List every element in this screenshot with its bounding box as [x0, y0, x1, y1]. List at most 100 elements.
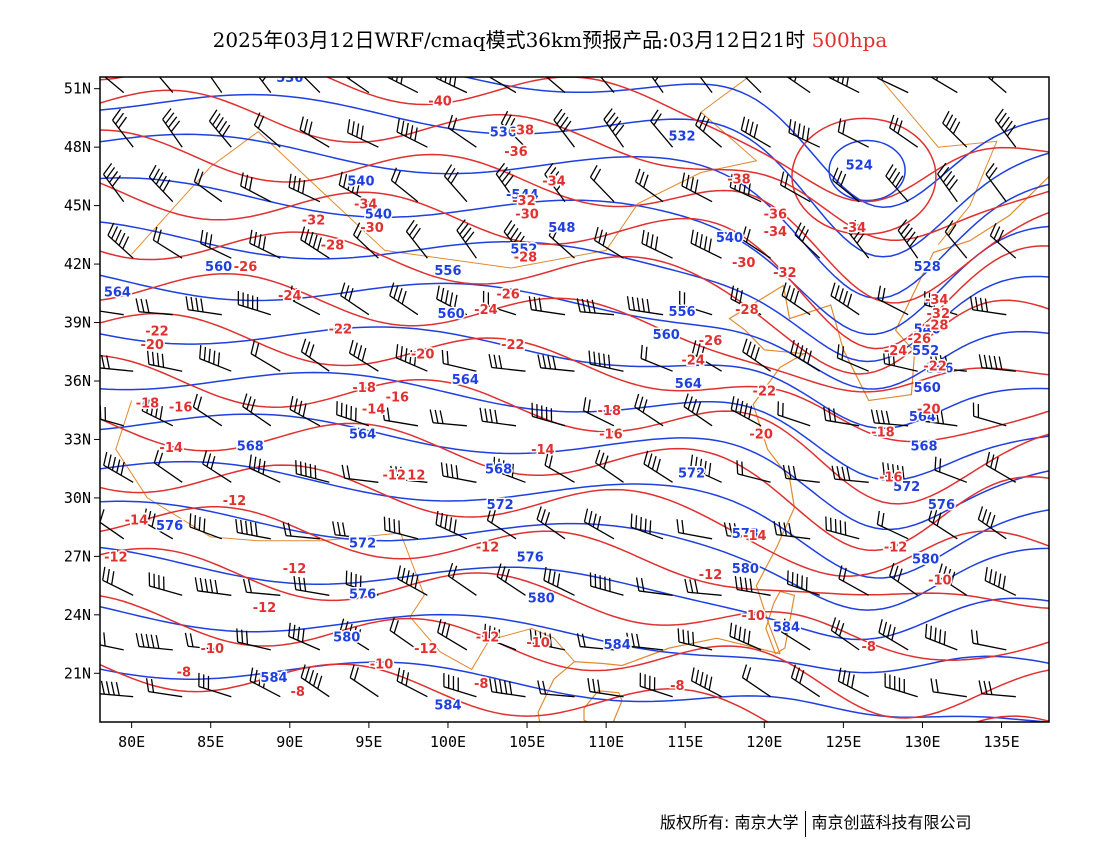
wind-barb: [836, 344, 869, 372]
height-contour-label: 580: [912, 552, 939, 567]
wind-barb: [198, 672, 232, 698]
wind-barb: [576, 298, 615, 316]
lat-label: 48N: [64, 138, 91, 156]
wind-barb: [786, 570, 820, 596]
wind-barb: [396, 118, 428, 148]
temperature-contour-label: -8: [861, 640, 875, 655]
height-contour-label: 556: [926, 361, 953, 376]
temperature-contour-label: -12: [283, 562, 307, 577]
height-contour-label: 556: [668, 305, 695, 320]
wind-barb: [691, 77, 713, 93]
temperature-contour-label: -18: [136, 396, 160, 411]
wind-barb: [395, 344, 428, 372]
wind-barb: [435, 77, 468, 94]
wind-barb: [588, 350, 624, 372]
wind-barb: [642, 77, 664, 93]
wind-barb: [135, 298, 173, 316]
wind-barb: [141, 397, 174, 427]
height-contour-label: 573: [732, 527, 759, 542]
temperature-contour-label: -8: [290, 685, 304, 700]
height-contour-label: 576: [517, 550, 544, 565]
height-contour: [462, 77, 1049, 208]
wind-barb: [937, 162, 958, 203]
temperature-contour-label: 12: [407, 469, 425, 484]
wind-barb: [201, 77, 223, 93]
lon-label: 125E: [825, 733, 861, 751]
wind-barb: [730, 396, 762, 427]
temperature-contour-label: -28: [735, 303, 759, 318]
map-title: 2025年03月12日WRF/cmaq模式36km预报产品:03月12日21时 …: [0, 24, 1100, 53]
temperature-contour-label: -40: [428, 94, 452, 109]
temperature-contour-label: -28: [514, 250, 538, 265]
wind-barb: [112, 108, 134, 148]
height-contour-label: 536: [276, 71, 303, 86]
lon-label: 80E: [118, 733, 145, 751]
coastline-border-layer: [115, 77, 1049, 722]
temperature-contour-label: -24: [278, 289, 302, 304]
wind-barb: [349, 664, 379, 698]
wind-barb: [152, 226, 183, 259]
temperature-contour: [100, 312, 1049, 443]
temperature-contour-label: -12: [382, 469, 406, 484]
wind-barb: [889, 114, 919, 148]
wind-barb: [288, 622, 321, 651]
height-contour-label: 572: [487, 498, 514, 513]
wind-barb: [489, 678, 526, 698]
wind-barb: [691, 340, 722, 372]
wind-barb: [443, 164, 468, 203]
temperature-contour-label: -36: [764, 207, 788, 222]
lat-label: 45N: [64, 197, 91, 215]
wind-barb: [537, 680, 575, 698]
plot-area: 536 536 532 524 540 -544 540 548 552 540 556 560 564…: [100, 71, 1049, 722]
temperature-contour: [100, 506, 1049, 610]
wind-barb: [300, 338, 330, 372]
wind-barb: [837, 118, 869, 148]
temperature-contour-label: -30: [515, 207, 539, 222]
lat-label: 24N: [64, 606, 91, 624]
wind-barb: [740, 116, 771, 148]
wind-barb: [870, 409, 909, 427]
wind-barb: [830, 617, 860, 651]
wind-barb: [447, 562, 477, 596]
wind-barb: [780, 171, 811, 203]
temperature-contour-label: -20: [140, 338, 164, 353]
wind-barb: [924, 623, 958, 651]
temperature-contour-label: -10: [370, 658, 394, 673]
wind-barb: [582, 397, 615, 427]
wind-barb: [503, 220, 527, 259]
wind-barb: [773, 521, 811, 540]
south-coast: [537, 637, 781, 722]
temperature-contour-label: -34: [925, 293, 949, 308]
wind-barb: [777, 401, 811, 427]
wind-barb: [100, 308, 124, 316]
wind-barb: [884, 673, 918, 698]
temperature-contour-label: -36: [504, 145, 528, 160]
wind-barb: [832, 167, 860, 203]
wind-barb: [934, 456, 968, 483]
wind-barb: [340, 77, 370, 94]
wind-barb: [528, 296, 566, 316]
wind-barb: [486, 507, 517, 540]
wind-barb: [185, 296, 222, 316]
height-contour-label: 552: [510, 242, 537, 257]
temperature-contour-label: -34: [354, 198, 378, 213]
wind-barb: [937, 563, 968, 596]
wind-barb: [729, 622, 762, 651]
wind-barb: [587, 678, 624, 698]
wind-barb: [529, 629, 566, 651]
wind-barb: [984, 567, 1017, 596]
wind-barb: [677, 628, 713, 651]
wind-barb: [381, 406, 419, 427]
wind-barb: [199, 345, 232, 372]
wind-barb: [436, 285, 468, 316]
temperature-contour-label: -10: [928, 574, 952, 589]
temperature-contour: [100, 182, 1049, 350]
wind-barb: [295, 460, 330, 483]
wind-barb: [626, 632, 664, 651]
wind-barb: [989, 222, 1017, 259]
wind-barb: [103, 163, 125, 203]
wind-barb: [249, 77, 272, 93]
wind-barb: [942, 110, 968, 148]
temperature-contour-label: -32: [512, 194, 536, 209]
